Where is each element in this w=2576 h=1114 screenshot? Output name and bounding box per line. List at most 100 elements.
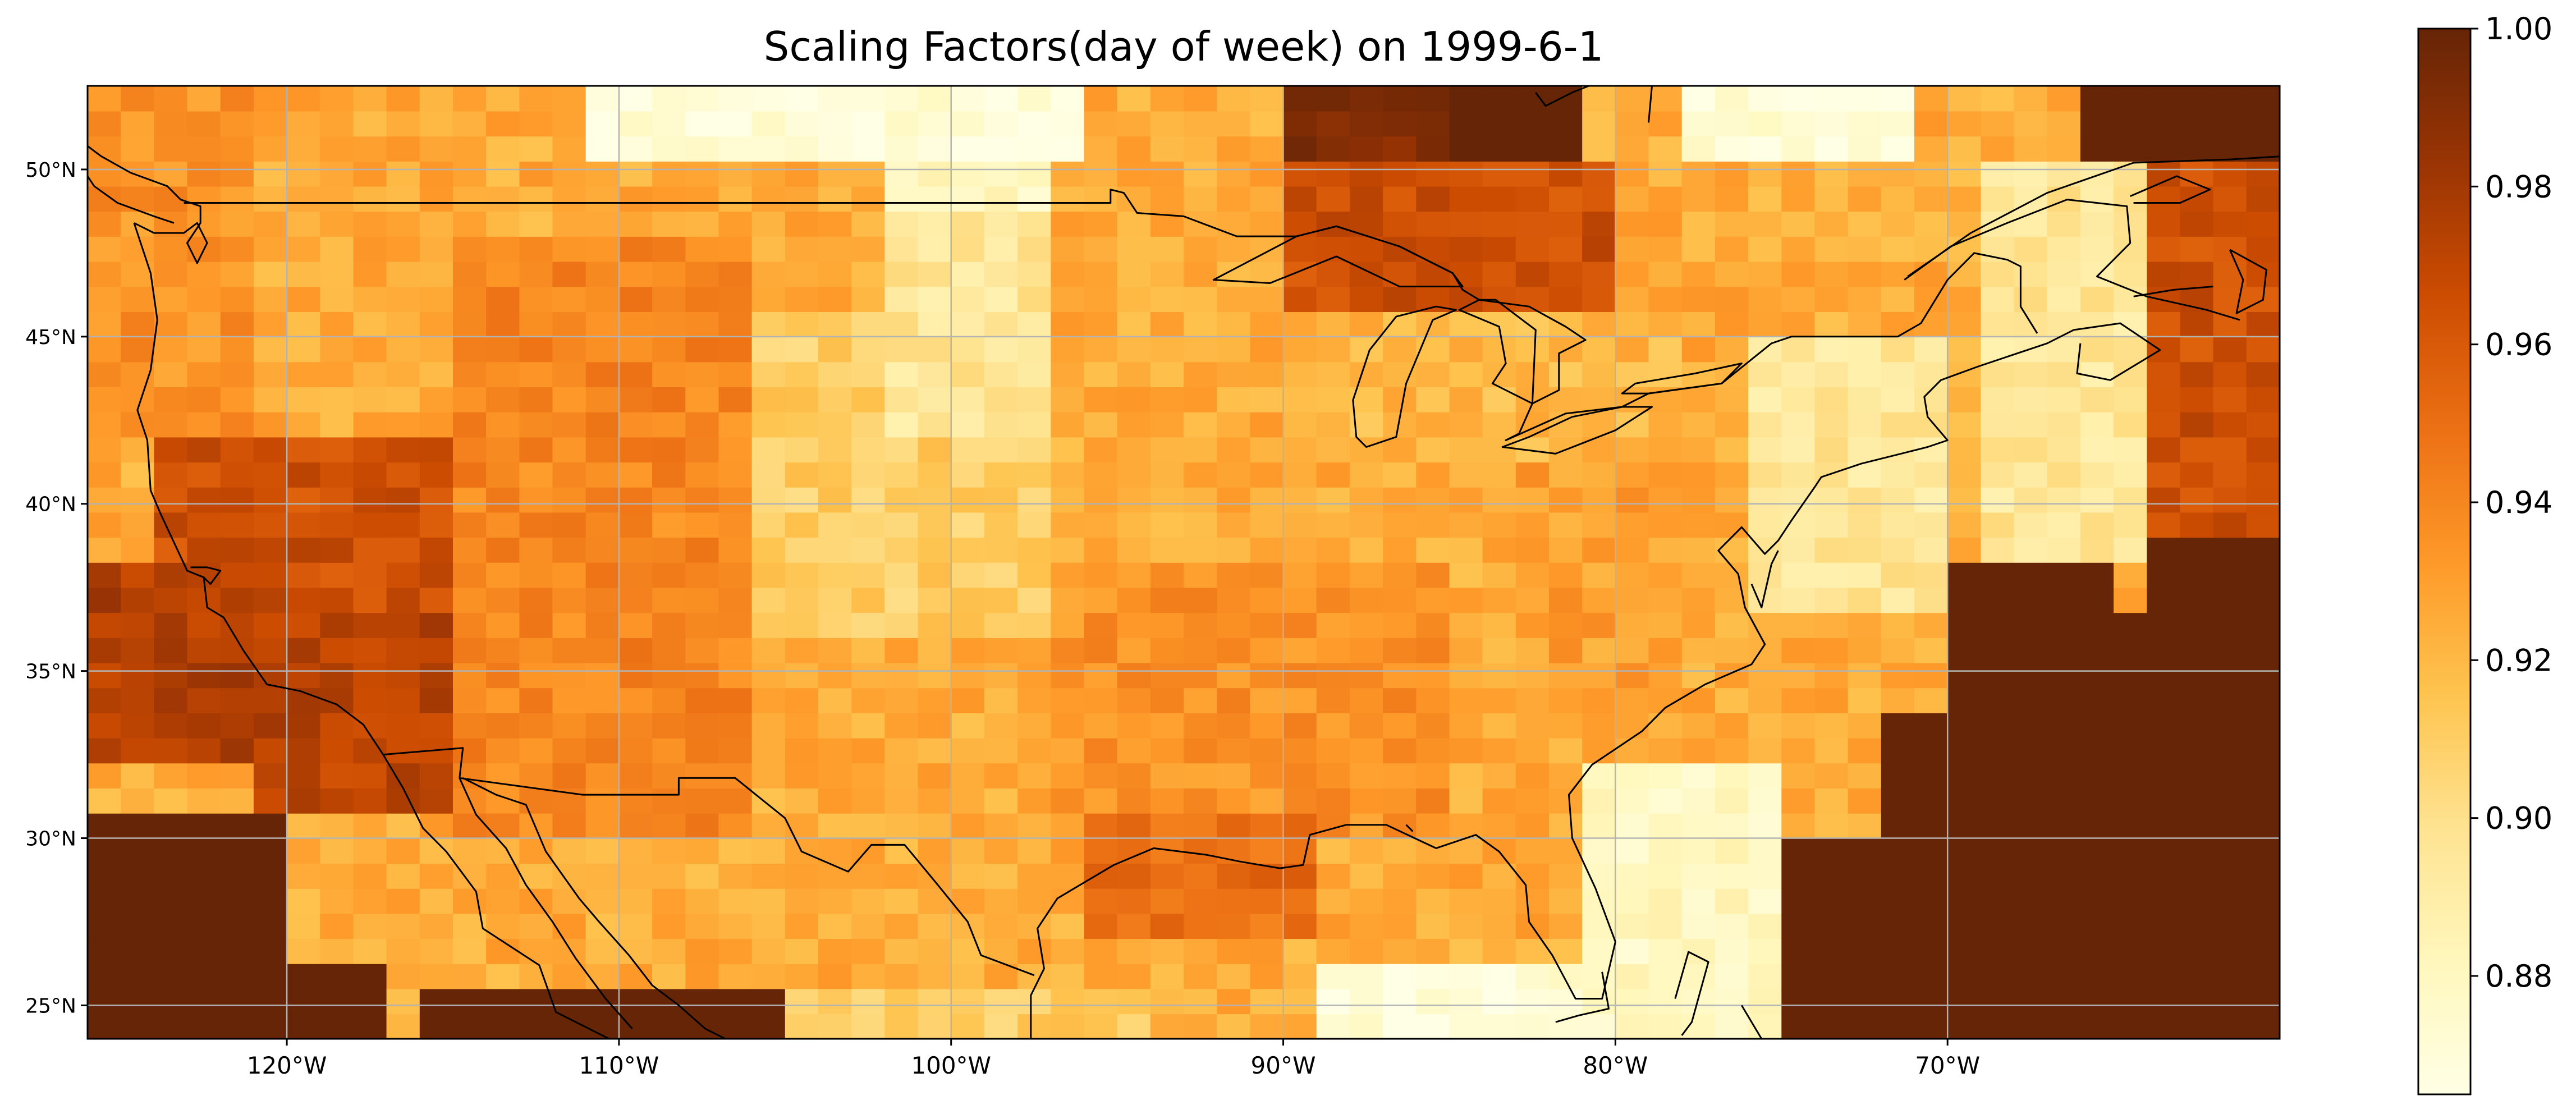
- field-cell: [386, 411, 420, 438]
- field-cell: [2246, 311, 2280, 337]
- field-cell: [1549, 161, 1583, 187]
- field-cell: [2147, 387, 2181, 412]
- field-cell: [519, 311, 553, 337]
- field-cell: [652, 587, 686, 613]
- field-cell: [1150, 788, 1184, 814]
- field-cell: [1615, 963, 1649, 989]
- field-cell: [1814, 186, 1849, 212]
- field-cell: [585, 236, 620, 262]
- field-cell: [220, 211, 254, 237]
- field-cell: [2213, 387, 2247, 412]
- field-cell: [154, 788, 188, 814]
- field-cell: [287, 813, 321, 839]
- field-cell: [1184, 763, 1217, 788]
- field-cell: [154, 387, 188, 412]
- field-cell: [121, 888, 155, 914]
- field-cell: [1184, 587, 1217, 613]
- field-cell: [1881, 361, 1915, 387]
- field-cell: [1715, 687, 1749, 713]
- field-cell: [1681, 838, 1716, 864]
- field-cell: [1416, 161, 1450, 187]
- field-cell: [486, 587, 520, 613]
- field-cell: [918, 963, 952, 989]
- field-cell: [287, 411, 321, 438]
- field-cell: [2114, 86, 2148, 112]
- field-cell: [984, 437, 1018, 463]
- field-cell: [918, 537, 952, 563]
- field-cell: [1416, 863, 1450, 889]
- field-cell: [386, 988, 420, 1015]
- field-cell: [1117, 236, 1151, 262]
- field-cell: [1349, 462, 1383, 488]
- field-cell: [187, 612, 221, 638]
- field-cell: [1017, 161, 1052, 187]
- field-cell: [453, 888, 487, 914]
- field-cell: [685, 136, 719, 162]
- field-cell: [1515, 136, 1550, 162]
- field-cell: [88, 311, 121, 337]
- field-cell: [1981, 136, 2015, 162]
- field-cell: [1283, 1014, 1317, 1039]
- field-cell: [1150, 938, 1184, 964]
- field-cell: [818, 86, 852, 112]
- field-cell: [121, 687, 155, 713]
- field-cell: [1881, 411, 1915, 438]
- field-cell: [353, 336, 387, 363]
- field-cell: [2047, 713, 2081, 739]
- field-cell: [585, 411, 620, 438]
- field-cell: [1582, 136, 1616, 162]
- field-cell: [1781, 512, 1816, 538]
- field-cell: [419, 938, 453, 964]
- field-cell: [1250, 562, 1284, 588]
- field-cell: [1184, 863, 1217, 889]
- field-cell: [1981, 211, 2015, 237]
- field-cell: [2213, 211, 2247, 237]
- field-cell: [2080, 813, 2114, 839]
- field-cell: [1217, 612, 1251, 638]
- field-cell: [187, 487, 221, 513]
- field-cell: [353, 311, 387, 337]
- field-cell: [1715, 813, 1749, 839]
- field-cell: [1914, 512, 1948, 538]
- field-cell: [2180, 863, 2214, 889]
- field-cell: [419, 713, 453, 739]
- field-cell: [2246, 186, 2280, 212]
- field-cell: [1482, 913, 1516, 939]
- field-cell: [220, 813, 254, 839]
- field-cell: [785, 286, 819, 312]
- field-cell: [1416, 136, 1450, 162]
- field-cell: [187, 462, 221, 488]
- field-cell: [718, 261, 753, 287]
- field-cell: [1349, 763, 1383, 788]
- field-cell: [453, 361, 487, 387]
- field-cell: [1947, 938, 1982, 964]
- field-cell: [1981, 662, 2015, 689]
- field-cell: [1648, 587, 1683, 613]
- field-cell: [1117, 462, 1151, 488]
- field-cell: [2180, 662, 2214, 689]
- field-cell: [1582, 763, 1616, 788]
- field-cell: [1781, 963, 1816, 989]
- field-cell: [1848, 638, 1882, 663]
- field-cell: [918, 336, 952, 363]
- field-cell: [220, 687, 254, 713]
- field-cell: [1814, 788, 1849, 814]
- field-cell: [519, 888, 553, 914]
- field-cell: [585, 437, 620, 463]
- field-cell: [1316, 737, 1350, 764]
- field-cell: [818, 512, 852, 538]
- field-cell: [1549, 838, 1583, 864]
- field-cell: [1881, 638, 1915, 663]
- field-cell: [1881, 512, 1915, 538]
- field-cell: [918, 687, 952, 713]
- field-cell: [1947, 988, 1982, 1015]
- field-cell: [918, 387, 952, 412]
- field-cell: [287, 462, 321, 488]
- field-cell: [320, 361, 354, 387]
- map-panel: 120°W 110°W 100°W 90°W 80°W 70°W 25°N30°N35°N…: [25, 85, 2281, 1079]
- field-cell: [2114, 988, 2148, 1015]
- field-cell: [1217, 638, 1251, 663]
- field-cell: [618, 687, 653, 713]
- field-cell: [2114, 763, 2148, 788]
- field-cell: [1748, 662, 1782, 689]
